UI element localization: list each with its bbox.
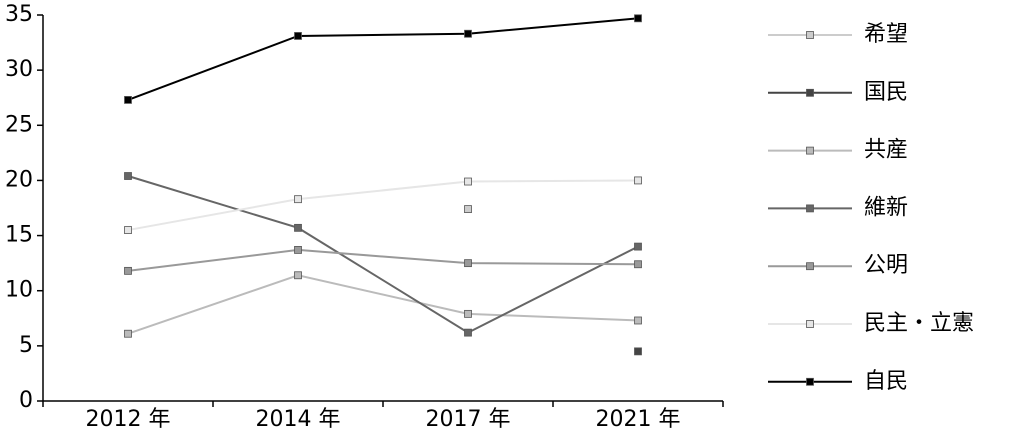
data-point — [294, 195, 302, 204]
data-point — [294, 223, 302, 232]
legend-label: 共産 — [864, 138, 908, 163]
legend-marker — [806, 377, 814, 386]
legend-label: 自民 — [864, 369, 908, 394]
series-line — [127, 175, 639, 334]
x-tick-label: 2021 年 — [596, 407, 681, 432]
series-line — [127, 17, 639, 101]
series-line — [127, 179, 639, 232]
y-tick-label: 0 — [19, 388, 33, 413]
data-point — [634, 14, 642, 23]
data-point — [464, 29, 472, 38]
series-line — [127, 248, 639, 272]
legend-marker — [806, 146, 814, 155]
legend-label: 希望 — [864, 22, 908, 47]
y-tick-label: 20 — [5, 167, 33, 192]
y-tick-label: 15 — [5, 223, 33, 248]
data-point — [464, 328, 472, 337]
data-point — [634, 176, 642, 185]
legend-marker — [806, 320, 814, 328]
y-tick-label: 10 — [5, 278, 33, 303]
data-point — [124, 266, 132, 275]
data-point — [294, 246, 302, 254]
y-tick-label: 35 — [5, 2, 33, 27]
x-tick-label: 2012 年 — [86, 407, 171, 432]
legend-label: 民主・立憲 — [864, 311, 974, 336]
legend-marker — [806, 204, 814, 213]
data-point — [634, 316, 642, 325]
series-line — [127, 274, 639, 335]
data-point — [634, 260, 642, 269]
legend-marker — [806, 31, 814, 39]
data-point — [464, 177, 472, 186]
legend-marker — [806, 262, 814, 271]
y-tick-label: 5 — [19, 333, 33, 358]
data-point — [124, 96, 132, 104]
data-point — [634, 347, 642, 356]
x-tick-label: 2014 年 — [256, 407, 341, 432]
data-point — [464, 205, 472, 214]
x-tick-label: 2017 年 — [426, 407, 511, 432]
data-point — [294, 32, 302, 40]
legend-marker — [806, 88, 814, 97]
y-tick-label: 25 — [5, 112, 33, 137]
data-point — [464, 259, 472, 268]
data-point — [294, 271, 302, 280]
legend-label: 維新 — [864, 195, 908, 220]
data-point — [634, 242, 642, 251]
data-point — [124, 226, 132, 234]
data-point — [464, 309, 472, 318]
data-point — [124, 172, 132, 180]
legend-label: 公明 — [864, 253, 908, 278]
legend-label: 国民 — [864, 80, 908, 105]
data-point — [124, 329, 132, 338]
y-tick-label: 30 — [5, 57, 33, 82]
